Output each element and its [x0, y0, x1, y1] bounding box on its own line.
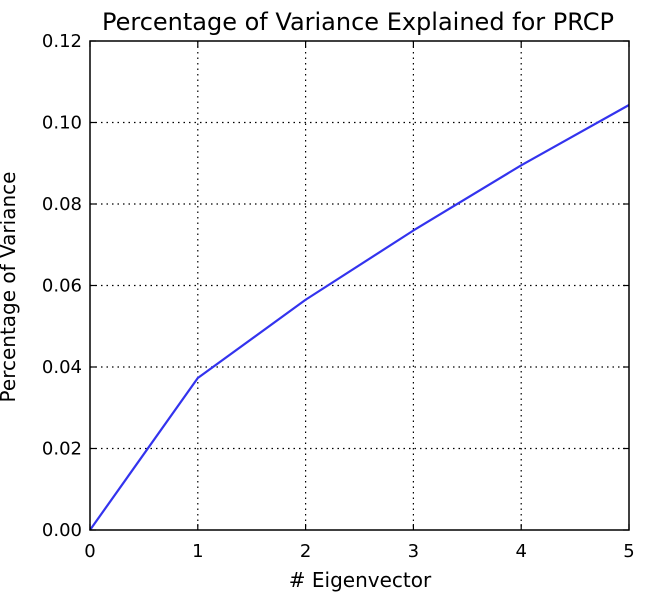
x-tick-labels: 0 1 2 3 4 5: [84, 541, 634, 562]
plot-frame: [89, 40, 630, 531]
chart-title: Percentage of Variance Explained for PRC…: [102, 8, 614, 36]
x-tick-label: 5: [623, 541, 634, 562]
x-tick-label: 2: [300, 541, 311, 562]
y-tick-label: 0.04: [42, 357, 82, 378]
y-tick-label: 0.02: [42, 439, 82, 460]
y-tick-label: 0.10: [42, 113, 82, 134]
y-tick-labels: 0.00 0.02 0.04 0.06 0.08 0.10 0.12: [42, 31, 82, 541]
x-tick-label: 0: [84, 541, 95, 562]
grid: [90, 41, 629, 530]
series: [89, 104, 630, 531]
y-axis-label: Percentage of Variance: [0, 172, 20, 403]
y-tick-label: 0.00: [42, 520, 82, 541]
x-tick-label: 4: [515, 541, 526, 562]
y-tick-label: 0.08: [42, 194, 82, 215]
x-tick-label: 1: [192, 541, 203, 562]
y-tick-label: 0.12: [42, 31, 82, 52]
x-axis-label: # Eigenvector: [289, 568, 432, 592]
series-line: [89, 104, 630, 531]
y-tick-label: 0.06: [42, 276, 82, 297]
x-tick-label: 3: [408, 541, 419, 562]
